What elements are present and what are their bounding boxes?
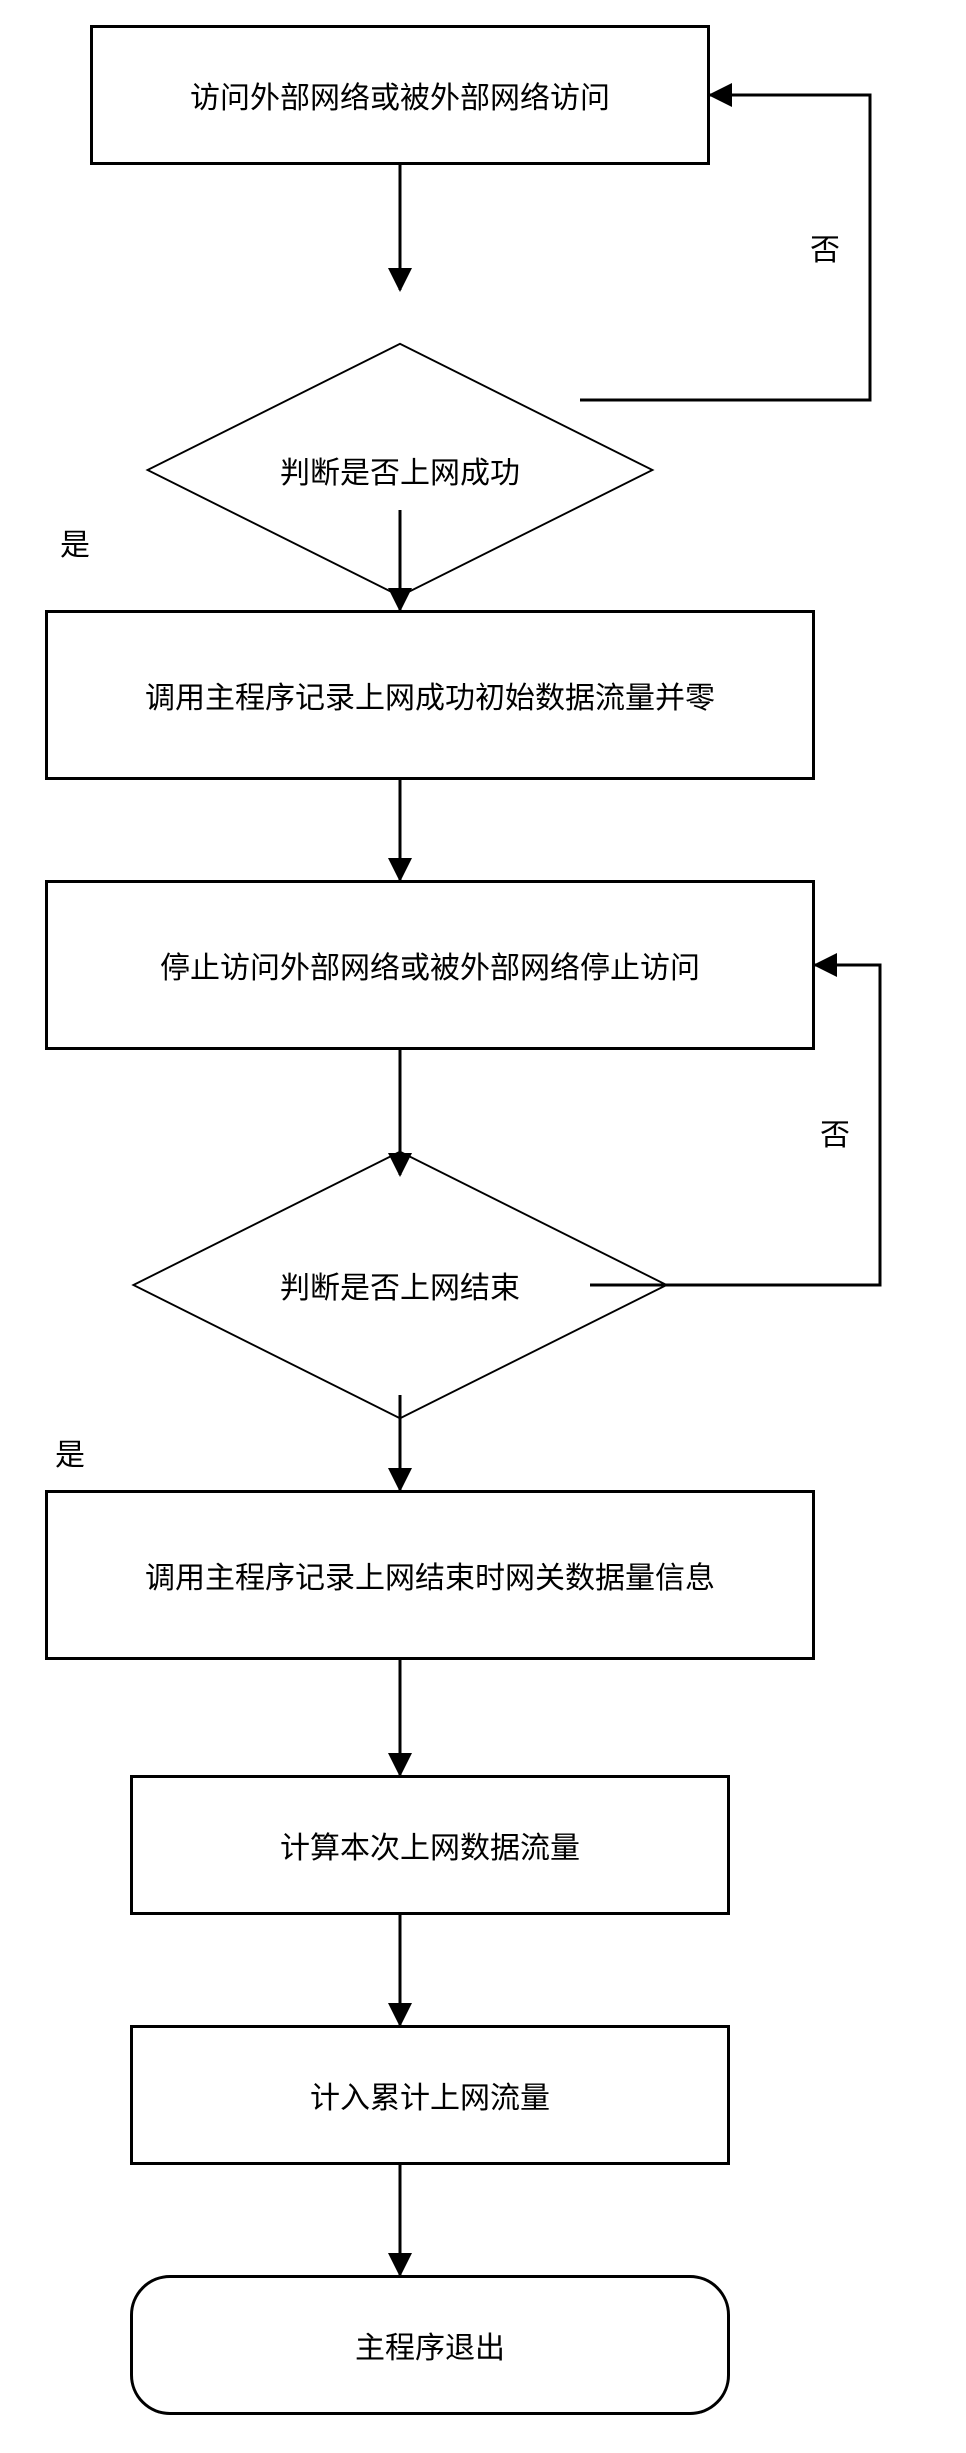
process-box: 访问外部网络或被外部网络访问 (90, 25, 710, 165)
decision-box: 判断是否上网结束 (210, 1095, 590, 1475)
process-box: 停止访问外部网络或被外部网络停止访问 (45, 880, 815, 1050)
process-box: 调用主程序记录上网结束时网关数据量信息 (45, 1490, 815, 1660)
node-text: 主程序退出 (355, 2323, 505, 2367)
node-text: 判断是否上网结束 (280, 1263, 520, 1307)
node-text: 计算本次上网数据流量 (280, 1823, 580, 1867)
node-text: 调用主程序记录上网结束时网关数据量信息 (145, 1553, 715, 1597)
node-text: 停止访问外部网络或被外部网络停止访问 (160, 943, 700, 987)
node-text: 调用主程序记录上网成功初始数据流量并零 (145, 673, 715, 717)
process-box: 计入累计上网流量 (130, 2025, 730, 2165)
process-box: 调用主程序记录上网成功初始数据流量并零 (45, 610, 815, 780)
node-text: 计入累计上网流量 (310, 2073, 550, 2117)
edge-label-no: 否 (820, 1110, 850, 1154)
process-box: 计算本次上网数据流量 (130, 1775, 730, 1915)
edge-label-yes: 是 (55, 1430, 85, 1474)
node-text: 判断是否上网成功 (280, 448, 520, 492)
edge-label-no: 否 (810, 225, 840, 269)
decision-box: 判断是否上网成功 (220, 290, 580, 650)
node-text: 访问外部网络或被外部网络访问 (190, 73, 610, 117)
terminator-box: 主程序退出 (130, 2275, 730, 2415)
edge-label-yes: 是 (60, 520, 90, 564)
